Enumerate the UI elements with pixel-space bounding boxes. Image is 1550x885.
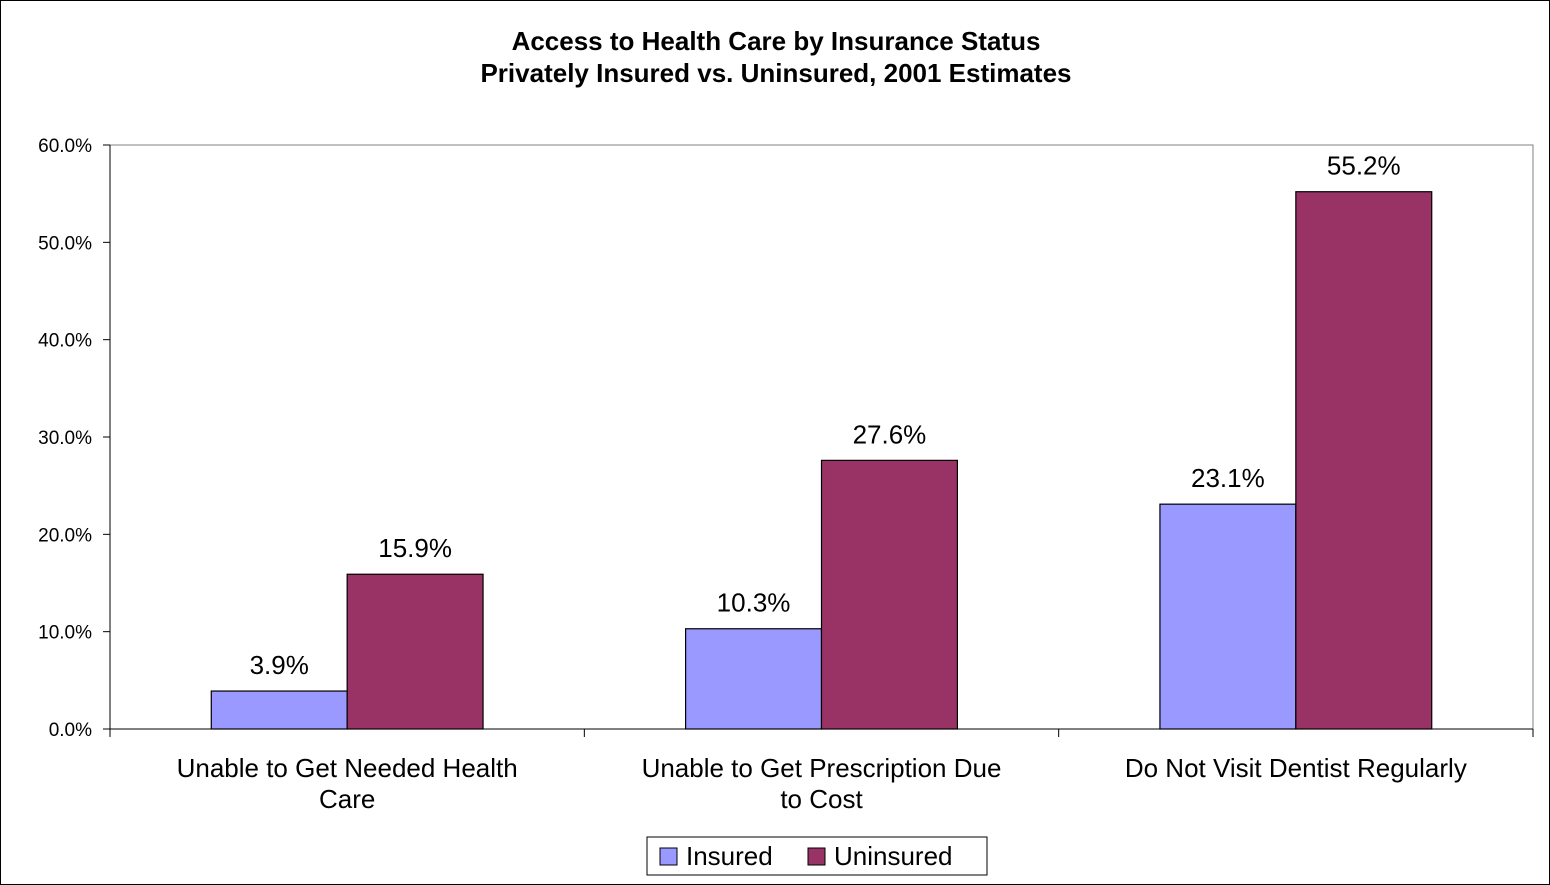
data-label: 10.3% — [717, 588, 791, 618]
category-label: Do Not Visit Dentist Regularly — [1125, 753, 1467, 783]
category-label: Unable to Get Prescription Due — [642, 753, 1002, 783]
y-tick-label: 10.0% — [38, 623, 92, 644]
data-label: 23.1% — [1191, 463, 1265, 493]
bar-uninsured — [820, 459, 958, 730]
x-axis — [109, 728, 1534, 737]
chart-subtitle: Privately Insured vs. Uninsured, 2001 Es… — [480, 58, 1071, 88]
bar-uninsured — [1295, 191, 1433, 730]
bar-insured — [685, 628, 823, 730]
category-label: Care — [319, 784, 375, 814]
bars — [210, 191, 1433, 730]
bar-insured — [1159, 503, 1297, 730]
legend-label-insured: Insured — [686, 841, 773, 871]
legend-swatch-uninsured — [807, 847, 826, 866]
data-label: 27.6% — [853, 419, 927, 449]
data-label: 55.2% — [1327, 151, 1401, 181]
data-labels: 3.9% 10.3% 23.1% 15.9% 27.6% 55.2% — [250, 151, 1401, 680]
y-tick-label: 50.0% — [38, 233, 92, 254]
data-label: 3.9% — [250, 650, 309, 680]
category-label: to Cost — [780, 784, 863, 814]
chart-title: Access to Health Care by Insurance Statu… — [512, 26, 1041, 56]
bar-uninsured — [346, 573, 484, 730]
y-tick-label: 20.0% — [38, 525, 92, 546]
legend: Insured Uninsured — [646, 836, 988, 876]
y-tick-label: 40.0% — [38, 331, 92, 352]
category-label: Unable to Get Needed Health — [177, 753, 518, 783]
data-label: 15.9% — [378, 533, 452, 563]
y-tick-label: 60.0% — [38, 136, 92, 157]
legend-swatch-insured — [659, 847, 678, 866]
y-tick-label: 0.0% — [49, 720, 92, 741]
y-tick-label: 30.0% — [38, 428, 92, 449]
y-axis: 0.0% 10.0% 20.0% 30.0% 40.0% 50.0% 60.0% — [38, 136, 111, 741]
bar-insured — [210, 690, 348, 730]
legend-label-uninsured: Uninsured — [834, 841, 953, 871]
